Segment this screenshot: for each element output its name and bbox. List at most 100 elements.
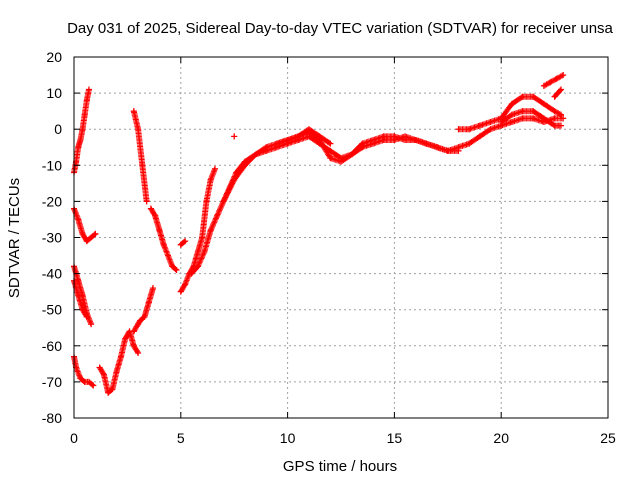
data-point: [252, 151, 259, 158]
data-point: [508, 100, 515, 107]
y-tick-label: -30: [42, 230, 62, 246]
series-arc-07: [130, 285, 157, 335]
data-point: [96, 364, 103, 371]
data-point: [519, 108, 526, 115]
data-point: [211, 165, 218, 172]
x-tick-label: 20: [493, 430, 509, 446]
data-point: [88, 234, 95, 241]
data-point: [75, 216, 82, 223]
data-point: [327, 147, 334, 154]
x-tick-label: 10: [280, 430, 296, 446]
y-tick-label: 0: [54, 121, 62, 137]
x-tick-label: 25: [600, 430, 616, 446]
data-point: [85, 378, 92, 385]
data-point: [122, 335, 129, 342]
y-tick-label: -50: [42, 302, 62, 318]
data-point: [90, 382, 97, 389]
data-point: [487, 118, 494, 125]
data-point: [434, 144, 441, 151]
series-arc-18: [540, 72, 567, 89]
data-point: [79, 126, 86, 133]
chart-title: Day 031 of 2025, Sidereal Day-to-day VTE…: [67, 20, 613, 37]
y-tick-label: -70: [42, 374, 62, 390]
data-point: [558, 122, 565, 129]
data-point: [540, 100, 547, 107]
data-point: [143, 198, 150, 205]
data-point: [85, 86, 92, 93]
data-point: [75, 292, 82, 299]
y-tick-label: 10: [46, 85, 62, 101]
data-point: [164, 252, 171, 259]
series-arc-09: [147, 205, 180, 273]
data-point: [380, 133, 387, 140]
y-tick-label: -60: [42, 338, 62, 354]
data-point: [147, 205, 154, 212]
data-point: [135, 350, 142, 357]
data-point: [444, 147, 451, 154]
data-point: [105, 389, 112, 396]
data-point: [327, 140, 334, 147]
data-point: [79, 230, 86, 237]
x-tick-label: 0: [70, 430, 78, 446]
data-point: [519, 93, 526, 100]
data-point: [551, 115, 558, 122]
data-point: [519, 115, 526, 122]
data-point: [466, 126, 473, 133]
y-tick-label: -40: [42, 266, 62, 282]
data-point: [402, 137, 409, 144]
data-point: [327, 155, 334, 162]
data-point: [487, 126, 494, 133]
data-layer: [71, 72, 567, 396]
x-tick-label: 15: [387, 430, 403, 446]
data-point: [560, 115, 567, 122]
data-point: [540, 115, 547, 122]
data-point: [156, 227, 163, 234]
data-point: [207, 176, 214, 183]
data-point: [77, 137, 84, 144]
data-point: [150, 285, 157, 292]
data-point: [139, 162, 146, 169]
y-tick-label: -10: [42, 157, 62, 173]
series-arc-08: [130, 108, 150, 205]
data-point: [348, 151, 355, 158]
data-point: [553, 75, 560, 82]
y-tick-label: -80: [42, 410, 62, 426]
data-point: [79, 306, 86, 313]
tick-layer: 0 5 10 15 20 25 -80 -70 -60 -50 -40 -30 -20 -10 0 10 20: [42, 49, 616, 446]
data-point: [81, 111, 88, 118]
data-point: [130, 108, 137, 115]
data-point: [77, 375, 84, 382]
data-point: [194, 248, 201, 255]
data-point: [182, 238, 189, 245]
data-point: [152, 212, 159, 219]
data-point: [476, 122, 483, 129]
data-point: [194, 263, 201, 270]
data-point: [551, 93, 558, 100]
data-point: [145, 299, 152, 306]
data-point: [498, 118, 505, 125]
data-point: [359, 140, 366, 147]
series-arc-17: [498, 108, 565, 129]
data-point: [391, 133, 398, 140]
data-point: [412, 137, 419, 144]
data-point: [305, 126, 312, 133]
data-point: [177, 288, 184, 295]
data-point: [295, 133, 302, 140]
data-point: [92, 230, 99, 237]
x-tick-label: 5: [177, 430, 185, 446]
data-point: [141, 313, 148, 320]
data-point: [135, 126, 142, 133]
data-point: [169, 263, 176, 270]
data-point: [214, 212, 221, 219]
data-point: [75, 144, 82, 151]
data-point: [558, 111, 565, 118]
data-point: [508, 118, 515, 125]
data-point: [263, 144, 270, 151]
data-point: [558, 86, 565, 93]
data-point: [220, 198, 227, 205]
series-arc-06: [96, 328, 142, 396]
data-point: [182, 281, 189, 288]
data-point: [338, 158, 344, 165]
